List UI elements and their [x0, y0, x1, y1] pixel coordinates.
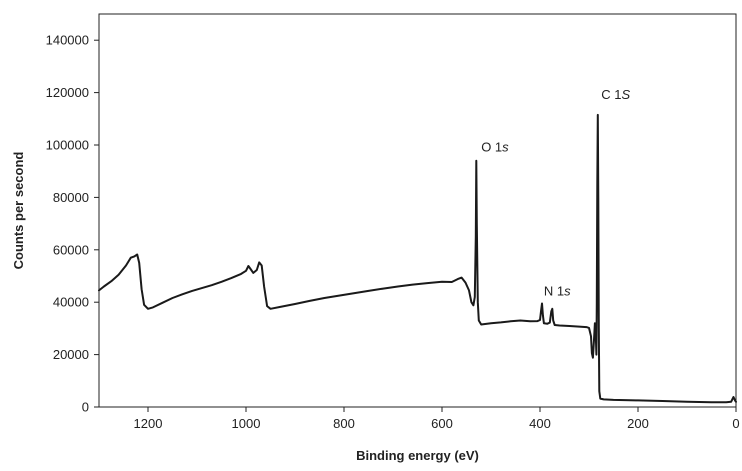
peak-label-orbital: s — [502, 140, 509, 155]
y-axis: 0 20000 40000 60000 80000 100000 120000 140000 — [46, 33, 99, 415]
peak-annotations: C 1SO 1sN 1s — [481, 87, 630, 299]
series-line-spectrum — [98, 113, 737, 404]
peak-label: O 1s — [481, 140, 509, 155]
x-tick-label: 200 — [627, 416, 649, 431]
x-tick-label: 400 — [529, 416, 551, 431]
plot-area-frame — [98, 13, 737, 408]
peak-label-element: C 1 — [601, 87, 621, 102]
x-axis-title: Binding energy (eV) — [356, 448, 479, 463]
y-tick-label: 60000 — [53, 242, 89, 257]
peak-label-orbital: S — [621, 87, 630, 102]
x-tick-label: 600 — [431, 416, 453, 431]
peak-label-element: O 1 — [481, 140, 502, 155]
x-tick-label: 1000 — [232, 416, 261, 431]
y-tick-label: 100000 — [46, 138, 89, 153]
y-tick-label: 120000 — [46, 85, 89, 100]
y-tick-label: 140000 — [46, 33, 89, 48]
peak-label: N 1s — [544, 284, 571, 299]
x-tick-label: 1200 — [134, 416, 163, 431]
y-tick-label: 0 — [82, 400, 89, 415]
peak-label-orbital: s — [564, 284, 571, 299]
x-axis: 1200 1000 800 600 400 200 0 — [134, 407, 740, 431]
y-tick-label: 80000 — [53, 190, 89, 205]
y-axis-title: Counts per second — [11, 152, 26, 270]
peak-label-element: N 1 — [544, 284, 564, 299]
x-tick-label: 800 — [333, 416, 355, 431]
y-tick-label: 20000 — [53, 347, 89, 362]
y-tick-label: 40000 — [53, 295, 89, 310]
peak-label: C 1S — [601, 87, 630, 102]
x-tick-label: 0 — [732, 416, 739, 431]
